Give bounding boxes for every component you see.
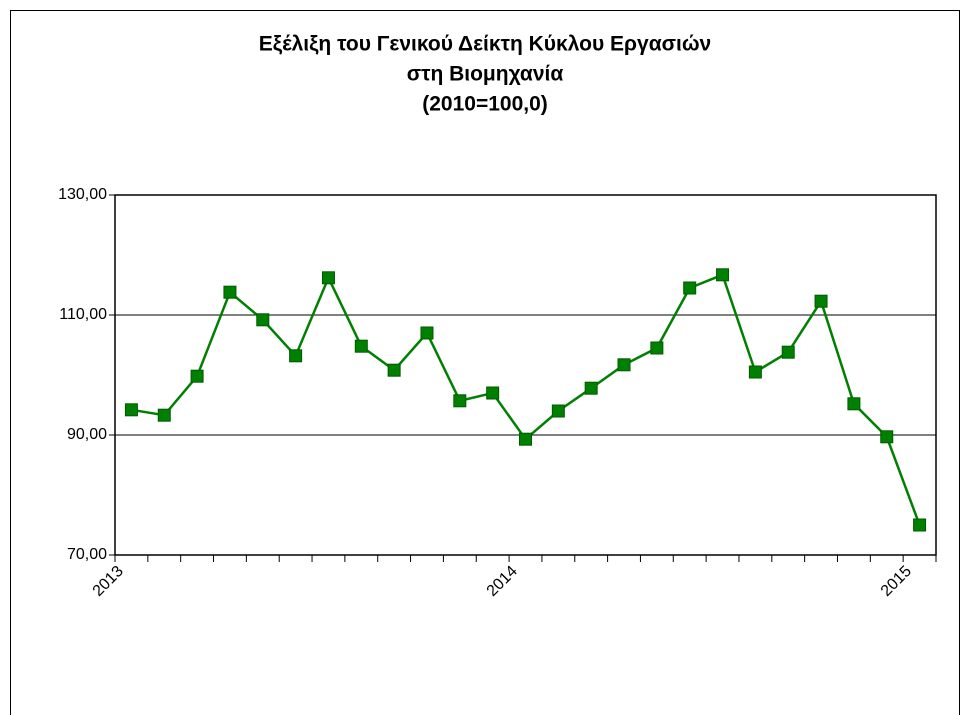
marker: [683, 281, 697, 295]
marker: [617, 358, 631, 372]
marker: [748, 365, 762, 379]
marker: [387, 363, 401, 377]
line: [131, 273, 921, 526]
marker: [486, 386, 500, 400]
y-tick-label: 110,00: [59, 306, 107, 323]
marker: [321, 271, 335, 285]
marker: [124, 403, 138, 417]
marker: [354, 339, 368, 353]
y-tick-label: 130,00: [58, 186, 107, 203]
marker: [453, 394, 467, 408]
marker: [289, 349, 303, 363]
marker: [650, 341, 664, 355]
marker: [157, 408, 171, 422]
marker: [551, 404, 565, 418]
marker: [716, 268, 730, 282]
plot-area: [114, 194, 937, 556]
marker: [256, 313, 270, 327]
x-tick-label: 2013: [90, 563, 127, 600]
marker: [420, 326, 434, 340]
y-tick-label: 70,00: [67, 546, 107, 563]
chart-title: (2010=100,0): [422, 93, 548, 116]
marker: [814, 294, 828, 308]
chart-title: Εξέλιξη του Γενικού Δείκτη Κύκλου Εργασι…: [259, 33, 712, 56]
x-tick-label: 2015: [878, 563, 915, 600]
marker: [519, 432, 532, 446]
marker: [781, 345, 795, 359]
chart-frame: [10, 10, 960, 715]
marker: [847, 397, 861, 411]
x-tick-label: 2014: [484, 563, 521, 600]
marker: [880, 430, 894, 444]
marker: [584, 381, 598, 395]
marker: [223, 285, 237, 299]
marker: [913, 518, 927, 532]
y-tick-label: 90,00: [67, 426, 107, 443]
chart-title: στη Βιομηχανία: [407, 63, 564, 86]
marker: [190, 369, 204, 383]
